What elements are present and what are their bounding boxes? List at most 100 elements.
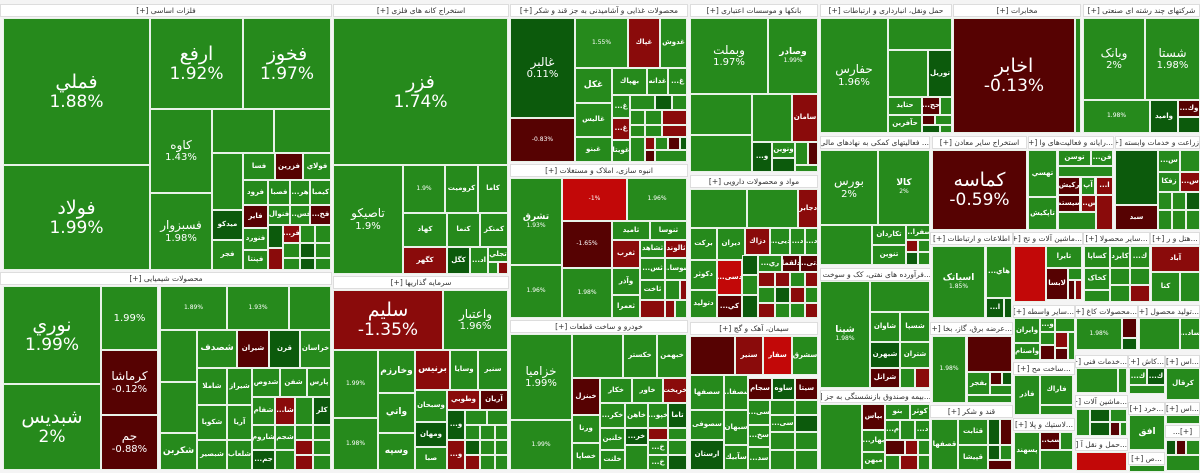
stock-tile[interactable]: ...و: [1040, 318, 1055, 332]
stock-tile[interactable]: شبصير: [197, 440, 227, 470]
stock-tile[interactable]: کخاک: [1084, 268, 1110, 290]
stock-tile[interactable]: ...ك: [1130, 246, 1150, 268]
stock-tile[interactable]: ...دتی: [800, 255, 818, 272]
stock-tile[interactable]: فولاي: [303, 153, 331, 180]
stock-tile[interactable]: [795, 400, 818, 415]
stock-tile[interactable]: کگهر: [403, 247, 447, 274]
stock-tile[interactable]: کگل: [447, 247, 470, 274]
stock-tile[interactable]: 1.96%: [627, 178, 687, 221]
stock-tile[interactable]: [295, 440, 313, 455]
sector-header[interactable]: ...کاش [+]: [1128, 355, 1165, 368]
stock-tile[interactable]: [690, 189, 747, 228]
stock-tile[interactable]: [900, 420, 915, 440]
stock-tile[interactable]: [1158, 192, 1172, 210]
stock-tile[interactable]: آباد: [1151, 246, 1200, 272]
stock-tile[interactable]: [906, 252, 918, 265]
sector-header[interactable]: ... فعالیتهای کمکی به نهادهای مالی [+]: [820, 136, 930, 149]
stock-tile[interactable]: [1172, 192, 1186, 210]
stock-tile[interactable]: سشرق: [792, 336, 818, 375]
stock-tile[interactable]: ...جم: [252, 450, 275, 470]
stock-tile[interactable]: [915, 368, 930, 388]
stock-tile[interactable]: کایزد: [1110, 246, 1130, 268]
stock-tile[interactable]: [315, 258, 331, 270]
stock-tile[interactable]: ونوين: [772, 142, 795, 158]
stock-tile[interactable]: 1.55%: [575, 18, 628, 68]
stock-tile[interactable]: [668, 455, 687, 470]
stock-tile[interactable]: ...ك: [1129, 368, 1147, 385]
stock-tile[interactable]: [940, 97, 952, 115]
stock-tile[interactable]: [668, 428, 687, 440]
stock-tile[interactable]: [820, 404, 862, 470]
stock-tile[interactable]: سيتا: [795, 378, 818, 400]
stock-tile[interactable]: ...هاي: [986, 246, 1012, 298]
sector-header[interactable]: استخراج سایر معادن [+]: [932, 136, 1027, 149]
stock-tile[interactable]: 1.99%: [333, 350, 378, 418]
stock-tile[interactable]: [805, 287, 818, 303]
stock-tile[interactable]: [805, 303, 818, 318]
stock-tile[interactable]: فنورد: [243, 228, 268, 250]
stock-tile[interactable]: ...و: [447, 440, 465, 470]
stock-tile[interactable]: زفكا: [1158, 172, 1180, 192]
stock-tile[interactable]: غبنو: [575, 137, 612, 162]
stock-tile[interactable]: ...دیی: [770, 228, 790, 255]
stock-tile[interactable]: وبملت 1.97%: [690, 18, 768, 94]
stock-tile[interactable]: [1166, 440, 1176, 455]
sector-header[interactable]: حمل ونقل، انبارداری و ارتباطات [+]: [820, 4, 952, 17]
stock-tile[interactable]: ...خکر: [600, 403, 625, 428]
stock-tile[interactable]: [1118, 368, 1127, 393]
stock-tile[interactable]: سنير: [478, 350, 508, 390]
stock-tile[interactable]: [488, 262, 498, 274]
stock-tile[interactable]: کنما: [447, 213, 480, 247]
stock-tile[interactable]: [795, 165, 818, 172]
stock-tile[interactable]: [1090, 409, 1110, 422]
stock-tile[interactable]: [758, 287, 775, 303]
stock-tile[interactable]: شاملا: [197, 368, 227, 405]
stock-tile[interactable]: كماسه -0.59%: [932, 150, 1027, 230]
stock-tile[interactable]: سبهان: [724, 410, 748, 445]
stock-tile[interactable]: [1060, 432, 1073, 450]
stock-tile[interactable]: [790, 287, 805, 303]
stock-tile[interactable]: 1.98%: [1083, 100, 1150, 133]
sector-header[interactable]: ...ساخت مح [+]: [1013, 362, 1075, 375]
stock-tile[interactable]: [906, 240, 918, 252]
stock-tile[interactable]: [1186, 440, 1200, 455]
stock-tile[interactable]: خاهن: [625, 403, 648, 428]
stock-tile[interactable]: [1004, 298, 1012, 318]
stock-tile[interactable]: [1040, 332, 1055, 345]
stock-tile[interactable]: [1076, 368, 1118, 393]
stock-tile[interactable]: [313, 440, 331, 455]
stock-tile[interactable]: [918, 455, 930, 470]
stock-tile[interactable]: [1068, 332, 1075, 360]
stock-tile[interactable]: ارفع 1.92%: [150, 18, 243, 109]
stock-tile[interactable]: [742, 295, 758, 318]
stock-tile[interactable]: کلر: [313, 397, 331, 425]
stock-tile[interactable]: [940, 125, 952, 133]
stock-tile[interactable]: خکستر: [623, 334, 657, 378]
stock-tile[interactable]: خبنزل: [572, 378, 600, 415]
stock-tile[interactable]: 1.96%: [510, 265, 562, 318]
sector-header[interactable]: ...لاستیك و پلا [+]: [1013, 418, 1075, 431]
stock-tile[interactable]: [1130, 285, 1150, 302]
stock-tile[interactable]: [1186, 210, 1200, 230]
stock-tile[interactable]: [885, 455, 900, 470]
sector-header[interactable]: خودرو و ساخت قطعات [+]: [510, 320, 688, 333]
stock-tile[interactable]: توسن: [1058, 150, 1091, 166]
sector-header[interactable]: ...محصولات کاغ [+]: [1075, 305, 1138, 318]
stock-tile[interactable]: کنا: [1151, 272, 1180, 302]
stock-tile[interactable]: ...م: [885, 420, 900, 440]
stock-tile[interactable]: دجابر: [798, 189, 818, 228]
stock-tile[interactable]: [1166, 415, 1200, 424]
stock-tile[interactable]: ...س: [1180, 172, 1200, 192]
stock-tile[interactable]: شفام: [252, 397, 275, 425]
stock-tile[interactable]: ...د: [915, 420, 930, 440]
stock-tile[interactable]: 1.89%: [160, 286, 227, 330]
sector-header[interactable]: ...رایانه و فعالیت‌های وا [+]: [1028, 136, 1114, 149]
stock-tile[interactable]: [680, 280, 687, 300]
stock-tile[interactable]: کوثر: [910, 404, 930, 420]
stock-tile[interactable]: ...سخ: [748, 425, 770, 447]
stock-tile[interactable]: وسبحان: [415, 390, 447, 422]
stock-tile[interactable]: [1166, 455, 1200, 471]
stock-tile[interactable]: [274, 109, 331, 153]
stock-tile[interactable]: [900, 368, 915, 388]
stock-tile[interactable]: افق: [1129, 415, 1165, 450]
